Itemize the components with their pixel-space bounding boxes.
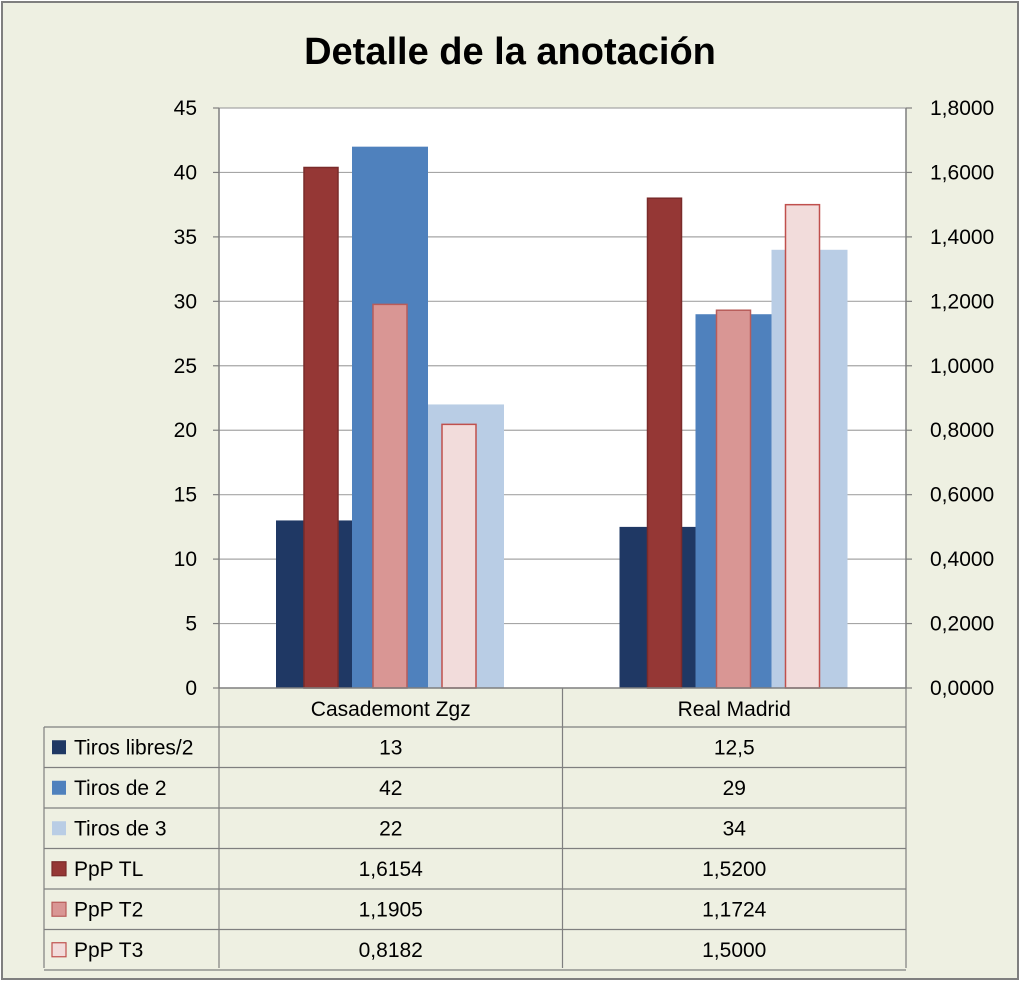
category-label: Casademont Zgz xyxy=(311,698,471,721)
y-right-tick-label: 0,0000 xyxy=(930,677,994,700)
y-left-tick-label: 20 xyxy=(174,419,197,442)
bar-ppp-t2 xyxy=(715,309,752,689)
table-row-label: PpP T2 xyxy=(74,898,143,921)
y-right-tick-label: 1,8000 xyxy=(930,97,994,120)
y-right-tick-label: 0,4000 xyxy=(930,548,994,571)
y-right-tick-label: 1,0000 xyxy=(930,355,994,378)
bar-ppp-t3 xyxy=(441,423,477,689)
legend-key xyxy=(52,780,66,795)
legend-key xyxy=(52,821,66,836)
table-cell-value: 12,5 xyxy=(714,736,755,759)
y-left-tick-label: 5 xyxy=(185,613,197,636)
table-cell-value: 1,1905 xyxy=(359,898,423,921)
table-cell-value: 0,8182 xyxy=(359,939,423,962)
bar-ppp-t3 xyxy=(784,203,821,689)
y-right-tick-label: 0,6000 xyxy=(930,484,994,507)
y-left-tick-label: 35 xyxy=(174,226,197,249)
y-right-tick-label: 1,6000 xyxy=(930,161,994,184)
y-left-tick-label: 25 xyxy=(174,355,197,378)
table-row-label: PpP T3 xyxy=(74,939,143,962)
y-left-tick-label: 15 xyxy=(174,484,197,507)
y-left-tick-label: 40 xyxy=(174,161,197,184)
y-left-tick-label: 10 xyxy=(174,548,197,571)
legend-key xyxy=(51,942,67,958)
table-cell-value: 1,5200 xyxy=(702,858,766,881)
y-left-tick-label: 45 xyxy=(174,97,197,120)
bar-ppp-tl xyxy=(646,197,683,689)
y-right-tick-label: 0,2000 xyxy=(930,613,994,636)
y-left-tick-label: 30 xyxy=(174,290,197,313)
table-row-label: Tiros de 3 xyxy=(74,817,167,840)
table-row-label: PpP TL xyxy=(74,858,143,881)
legend-key xyxy=(51,901,67,917)
table-cell-value: 29 xyxy=(723,777,746,800)
bar-ppp-t2 xyxy=(372,303,408,689)
y-right-tick-label: 1,4000 xyxy=(930,226,994,249)
table-cell-value: 42 xyxy=(379,777,402,800)
table-cell-value: 1,6154 xyxy=(359,858,424,881)
table-cell-value: 1,1724 xyxy=(702,898,767,921)
legend-key xyxy=(51,861,67,877)
y-right-tick-label: 1,2000 xyxy=(930,290,994,313)
table-cell-value: 34 xyxy=(723,817,747,840)
chart-title: Detalle de la anotación xyxy=(304,31,716,73)
bar-ppp-tl xyxy=(303,166,339,689)
table-cell-value: 22 xyxy=(379,817,402,840)
table-row-label: Tiros libres/2 xyxy=(74,736,193,759)
table-cell-value: 13 xyxy=(379,736,402,759)
table-cell-value: 1,5000 xyxy=(702,939,766,962)
table-row-label: Tiros de 2 xyxy=(74,777,167,800)
y-right-tick-label: 0,8000 xyxy=(930,419,994,442)
category-label: Real Madrid xyxy=(678,698,791,721)
legend-key xyxy=(52,740,66,755)
y-left-tick-label: 0 xyxy=(185,677,197,700)
